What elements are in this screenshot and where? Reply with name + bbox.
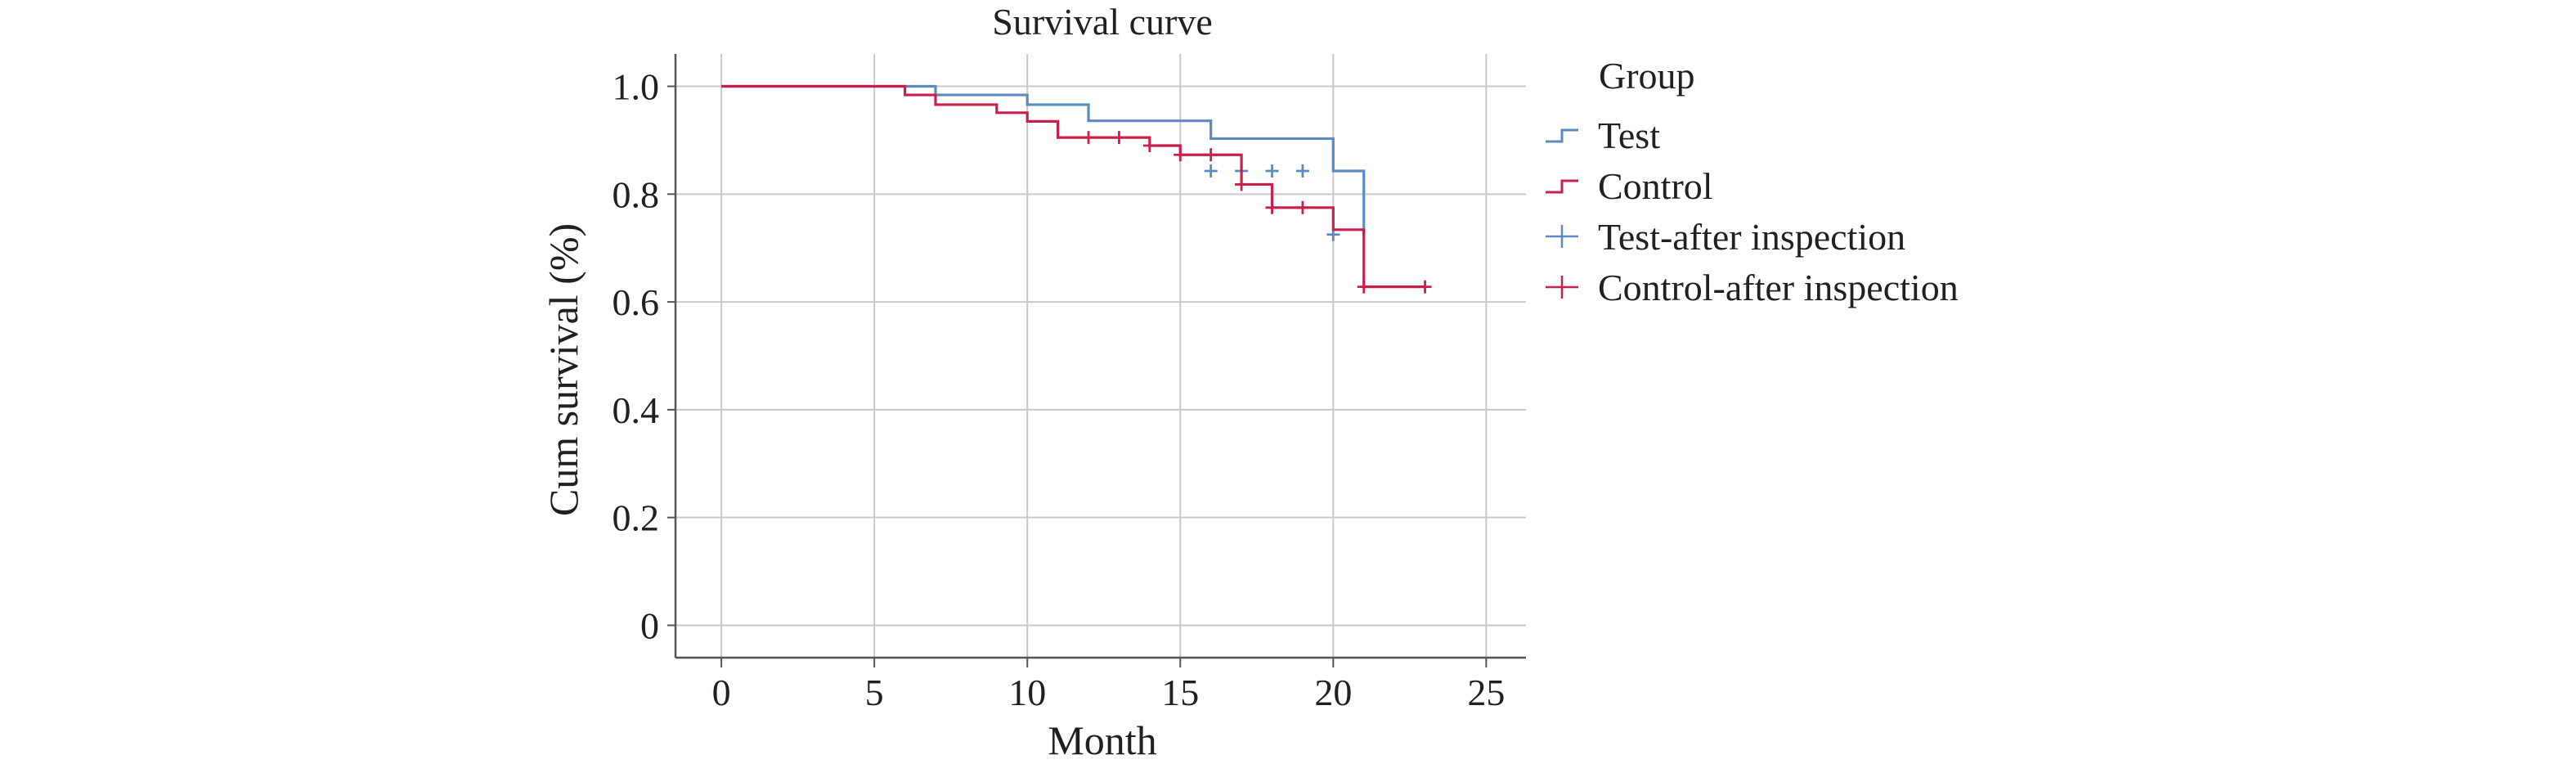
y-tick-label: 1.0 <box>613 66 660 108</box>
censor-mark-control <box>1295 200 1309 214</box>
survival-curve-control <box>721 84 1425 289</box>
legend-swatch-step <box>1546 179 1578 194</box>
y-axis-title: Cum survival (%) <box>541 223 586 516</box>
legend-entry-control: Control <box>1546 165 1713 207</box>
legend-entry-test-after-inspection: Test-after inspection <box>1546 216 1905 258</box>
legend-label: Test <box>1598 115 1660 156</box>
labels-layer: Survival curve Month Cum survival (%) Gr… <box>541 1 1695 763</box>
axes-layer: 0 5 10 15 20 25 0 0.2 0.4 0.6 0.8 1.0 <box>613 54 1526 713</box>
x-tick-label: 25 <box>1467 672 1505 713</box>
censor-mark-control <box>1235 178 1249 191</box>
legend-title: Group <box>1599 55 1695 97</box>
censor-mark-control <box>1418 280 1432 294</box>
y-tick-label: 0 <box>640 604 659 646</box>
legend-entry-control-after-inspection: Control-after inspection <box>1546 267 1959 308</box>
y-tick-label: 0.4 <box>613 389 660 431</box>
x-tick-label: 5 <box>865 672 884 713</box>
censor-mark-control <box>1357 280 1371 294</box>
chart-title: Survival curve <box>992 1 1213 43</box>
censor-mark-test <box>1265 164 1279 178</box>
legend-entry-test: Test <box>1546 115 1660 156</box>
censor-mark-control <box>1142 139 1156 153</box>
x-axis-title: Month <box>1048 717 1156 763</box>
legend-label: Control-after inspection <box>1598 267 1959 308</box>
censor-mark-test <box>1204 164 1218 178</box>
censor-mark-control <box>1174 148 1187 162</box>
grid-layer <box>675 54 1526 658</box>
censor-mark-control <box>1204 148 1218 162</box>
censor-mark-control <box>1112 131 1126 145</box>
series-layer <box>721 84 1432 294</box>
x-tick-label: 15 <box>1161 672 1199 713</box>
survival-curve-test <box>721 84 1366 235</box>
x-tick-label: 10 <box>1008 672 1046 713</box>
legend: Test Control Test-after inspection Control-… <box>1546 115 1959 308</box>
censor-mark-test <box>1295 164 1309 178</box>
legend-label: Test-after inspection <box>1598 216 1905 258</box>
y-tick-label: 0.8 <box>613 173 660 215</box>
censor-mark-control <box>1265 200 1279 214</box>
y-tick-label: 0.2 <box>613 497 660 539</box>
y-tick-label: 0.6 <box>613 281 660 323</box>
legend-label: Control <box>1598 165 1713 207</box>
x-tick-label: 0 <box>712 672 731 713</box>
legend-swatch-step <box>1546 128 1578 143</box>
censor-mark-control <box>1082 131 1096 145</box>
x-tick-label: 20 <box>1314 672 1352 713</box>
